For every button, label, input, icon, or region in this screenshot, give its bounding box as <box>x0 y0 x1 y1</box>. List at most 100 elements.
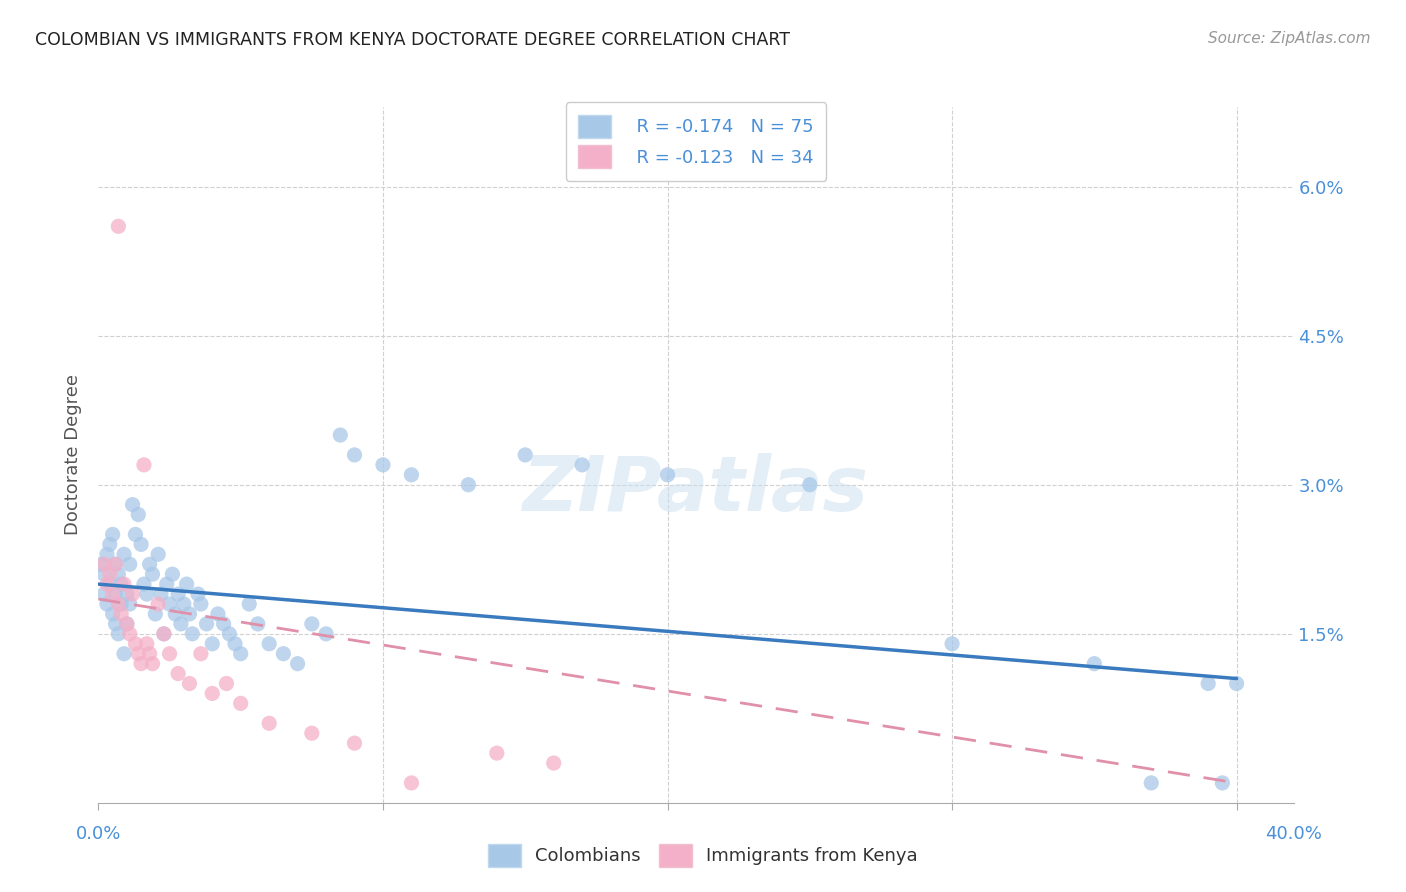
Point <box>218 627 240 641</box>
Point <box>170 616 193 631</box>
Point <box>127 508 149 522</box>
Point <box>93 567 115 582</box>
Point <box>104 558 127 572</box>
Point <box>112 647 135 661</box>
Point <box>257 637 280 651</box>
Point <box>96 547 118 561</box>
Point <box>167 587 190 601</box>
Point <box>96 577 118 591</box>
Text: ZIPatlas: ZIPatlas <box>523 453 869 526</box>
Legend:   R = -0.174   N = 75,   R = -0.123   N = 34: R = -0.174 N = 75, R = -0.123 N = 34 <box>565 103 827 181</box>
Point <box>148 547 170 561</box>
Point <box>101 607 124 621</box>
Point <box>112 577 135 591</box>
Point <box>165 607 187 621</box>
Point <box>371 458 394 472</box>
Point <box>176 577 198 591</box>
Point <box>118 558 141 572</box>
Point <box>215 676 238 690</box>
Point <box>107 567 129 582</box>
Point <box>104 587 127 601</box>
Point <box>799 477 821 491</box>
Point <box>190 597 212 611</box>
Point <box>179 607 201 621</box>
Point <box>273 647 295 661</box>
Point <box>110 607 132 621</box>
Point <box>571 458 593 472</box>
Point <box>143 607 166 621</box>
Point <box>246 616 269 631</box>
Point <box>118 597 141 611</box>
Point <box>110 577 132 591</box>
Point <box>132 577 155 591</box>
Y-axis label: Doctorate Degree: Doctorate Degree <box>65 375 83 535</box>
Point <box>238 597 260 611</box>
Point <box>115 616 138 631</box>
Point <box>195 616 218 631</box>
Point <box>201 637 224 651</box>
Point <box>153 627 176 641</box>
Point <box>657 467 679 482</box>
Point <box>1211 776 1233 790</box>
Point <box>150 587 173 601</box>
Point <box>141 567 163 582</box>
Point <box>104 558 127 572</box>
Point <box>135 587 157 601</box>
Point <box>159 647 181 661</box>
Point <box>257 716 280 731</box>
Point <box>187 587 209 601</box>
Point <box>543 756 565 770</box>
Point <box>141 657 163 671</box>
Point <box>162 567 184 582</box>
Point <box>127 647 149 661</box>
Point <box>110 597 132 611</box>
Point <box>173 597 195 611</box>
Point <box>315 627 337 641</box>
Point <box>101 587 124 601</box>
Point <box>485 746 508 760</box>
Point <box>179 676 201 690</box>
Point <box>941 637 963 651</box>
Point <box>181 627 204 641</box>
Point <box>129 537 152 551</box>
Point <box>138 558 160 572</box>
Point <box>153 627 176 641</box>
Legend: Colombians, Immigrants from Kenya: Colombians, Immigrants from Kenya <box>481 837 925 874</box>
Point <box>112 547 135 561</box>
Point <box>1226 676 1249 690</box>
Point <box>515 448 537 462</box>
Point <box>121 587 143 601</box>
Point <box>167 666 190 681</box>
Point <box>101 527 124 541</box>
Point <box>329 428 352 442</box>
Point <box>124 637 146 651</box>
Point <box>96 597 118 611</box>
Text: COLOMBIAN VS IMMIGRANTS FROM KENYA DOCTORATE DEGREE CORRELATION CHART: COLOMBIAN VS IMMIGRANTS FROM KENYA DOCTO… <box>35 31 790 49</box>
Point <box>115 616 138 631</box>
Point <box>93 558 115 572</box>
Point <box>1140 776 1163 790</box>
Point <box>98 537 121 551</box>
Point <box>93 587 115 601</box>
Point <box>229 697 252 711</box>
Point <box>115 587 138 601</box>
Point <box>301 726 323 740</box>
Point <box>401 467 423 482</box>
Point <box>229 647 252 661</box>
Point <box>201 686 224 700</box>
Point <box>207 607 229 621</box>
Point <box>138 647 160 661</box>
Point <box>212 616 235 631</box>
Point <box>107 627 129 641</box>
Point <box>124 527 146 541</box>
Point <box>343 448 366 462</box>
Point <box>156 577 179 591</box>
Point <box>118 627 141 641</box>
Point <box>1083 657 1105 671</box>
Point <box>129 657 152 671</box>
Point <box>190 647 212 661</box>
Point <box>121 498 143 512</box>
Point <box>343 736 366 750</box>
Point <box>301 616 323 631</box>
Point <box>107 597 129 611</box>
